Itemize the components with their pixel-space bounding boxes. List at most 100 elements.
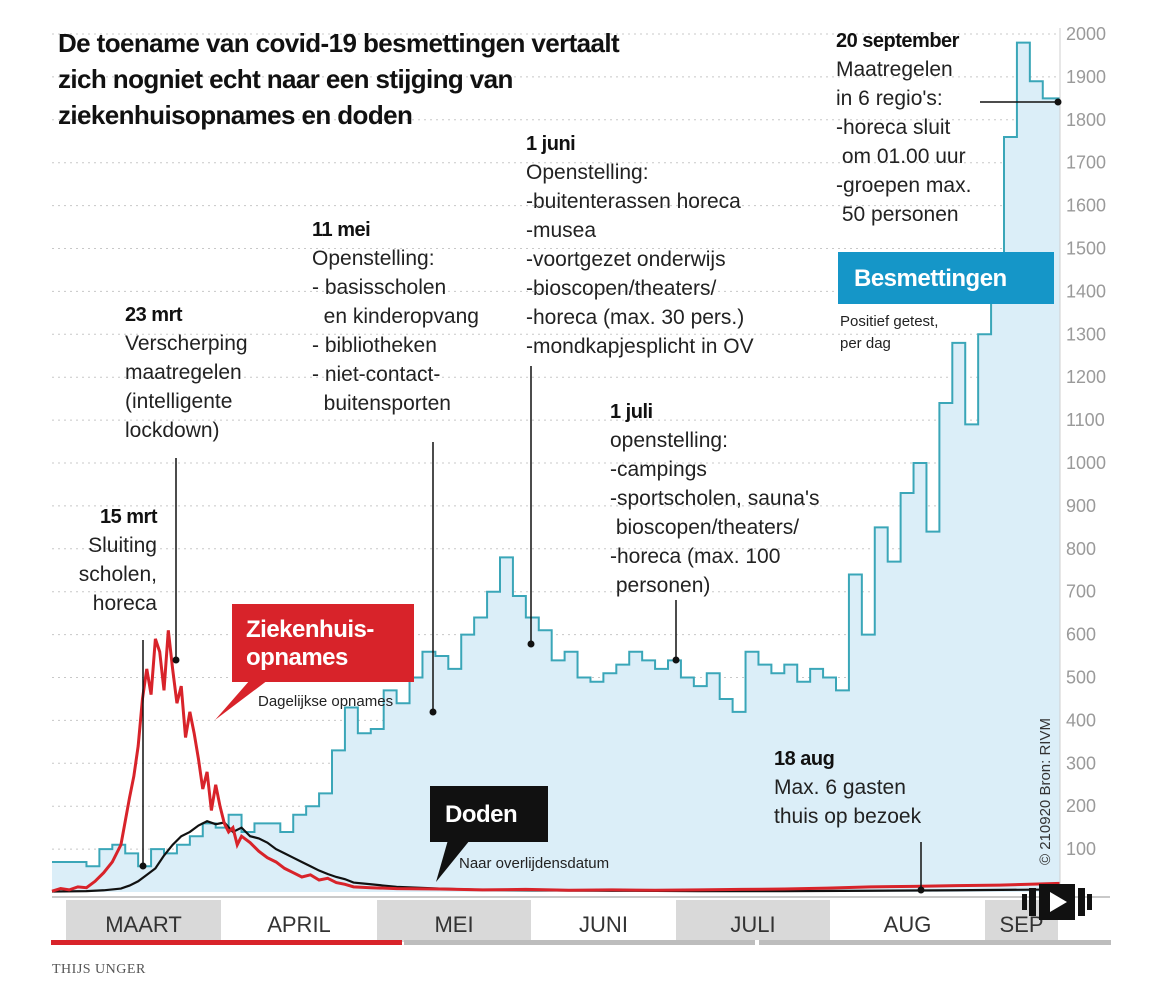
annotation-1juli: 1 juli openstelling: -campings -sportschole… — [610, 401, 819, 664]
leader-dot — [1054, 98, 1062, 106]
ziekenhuis-label: Ziekenhuis- opnames Dagelijkse opnames — [215, 604, 414, 720]
annotation-head: 1 juli — [610, 401, 653, 423]
x-axis-months: MAART APRIL MEI JUNI JULI AUG SEP — [52, 896, 1110, 942]
annotation-line: Verscherping — [125, 332, 248, 355]
y-tick-label: 500 — [1066, 668, 1096, 688]
leader-dot — [527, 640, 535, 648]
annotation-head: 15 mrt — [100, 506, 158, 528]
y-tick-label: 400 — [1066, 710, 1096, 730]
annotation-line: - basisscholen — [312, 276, 446, 299]
annotation-head: 18 aug — [774, 748, 834, 770]
y-tick-label: 1100 — [1066, 410, 1105, 430]
baseline — [52, 896, 1110, 898]
annotation-20sep: 20 september Maatregelen in 6 regio's: -hor… — [836, 30, 1062, 226]
annotation-line: -musea — [526, 219, 596, 242]
month-label: JULI — [730, 912, 775, 937]
y-tick-label: 1400 — [1066, 281, 1106, 301]
annotation-line: om 01.00 uur — [836, 145, 966, 168]
annotation-line: -voortgezet onderwijs — [526, 248, 726, 271]
y-tick-label: 1700 — [1066, 153, 1106, 173]
month-label: MAART — [105, 912, 182, 937]
month-label: SEP — [999, 912, 1043, 937]
annotation-head: 20 september — [836, 30, 960, 52]
annotations: 15 mrt Sluiting scholen, horeca 23 mrt Versch… — [79, 30, 1062, 894]
month-label: AUG — [884, 912, 932, 937]
annotation-line: Maatregelen — [836, 58, 953, 81]
annotation-head: 23 mrt — [125, 304, 183, 326]
annotation-line: Openstelling: — [526, 161, 649, 184]
month-label: MEI — [434, 912, 473, 937]
leader-dot — [672, 656, 680, 664]
play-button[interactable] — [1020, 882, 1094, 922]
annotation-line: horeca — [93, 592, 158, 615]
annotation-11mei: 11 mei Openstelling: - basisscholen en kin… — [312, 219, 479, 716]
author-credit: THIJS UNGER — [52, 962, 146, 977]
ziekenhuis-label-box — [232, 604, 414, 682]
annotation-18aug: 18 aug Max. 6 gasten thuis op bezoek — [774, 748, 925, 894]
timeline-progress — [51, 940, 1111, 945]
annotation-line: -sportscholen, sauna's — [610, 487, 819, 510]
month-band — [676, 900, 830, 942]
y-tick-label: 1300 — [1066, 324, 1106, 344]
annotation-line: -horeca sluit — [836, 116, 951, 139]
leader-dot — [172, 656, 180, 664]
doden-label-text: Doden — [445, 801, 517, 828]
doden-label-pointer — [436, 840, 470, 882]
annotation-1juni: 1 juni Openstelling: -buitenterassen horec… — [526, 133, 754, 648]
besmettingen-label-text: Besmettingen — [854, 265, 1007, 292]
y-tick-label: 2000 — [1066, 24, 1106, 44]
title-line-2: zich nogniet echt naar een stijging van — [58, 64, 513, 94]
annotation-line: thuis op bezoek — [774, 805, 922, 828]
y-tick-label: 100 — [1066, 839, 1096, 859]
y-tick-label: 900 — [1066, 496, 1096, 516]
ziekenhuis-label-pointer — [215, 680, 268, 720]
annotation-line: in 6 regio's: — [836, 87, 943, 110]
annotation-line: -groepen max. — [836, 174, 971, 197]
annotation-line: -horeca (max. 100 — [610, 545, 780, 568]
annotation-head: 11 mei — [312, 219, 370, 241]
annotation-line: -campings — [610, 458, 707, 481]
annotation-line: scholen, — [79, 563, 157, 586]
annotation-head: 1 juni — [526, 133, 575, 155]
title-line-3: ziekenhuisopnames en doden — [58, 100, 412, 130]
y-tick-label: 1000 — [1066, 453, 1106, 473]
play-bar-left-1 — [1022, 894, 1027, 910]
y-tick-label: 1800 — [1066, 110, 1106, 130]
y-tick-label: 1600 — [1066, 196, 1106, 216]
doden-label: Doden Naar overlijdensdatum — [430, 786, 609, 882]
annotation-line: - bibliotheken — [312, 334, 437, 357]
annotation-15mrt: 15 mrt Sluiting scholen, horeca — [79, 506, 158, 870]
play-icon — [1050, 892, 1067, 912]
y-tick-label: 300 — [1066, 753, 1096, 773]
annotation-line: Max. 6 gasten — [774, 776, 906, 799]
annotation-line: Sluiting — [88, 534, 157, 557]
series-layer — [51, 41, 1061, 893]
annotation-line: - niet-contact- — [312, 363, 440, 386]
leader-dot — [917, 886, 925, 894]
y-tick-label: 700 — [1066, 582, 1096, 602]
besmettingen-sub-1: Positief getest, — [840, 313, 938, 330]
y-tick-label: 600 — [1066, 625, 1096, 645]
doden-label-box — [430, 786, 548, 842]
annotation-line: personen) — [610, 574, 710, 597]
annotation-line: -horeca (max. 30 pers.) — [526, 306, 744, 329]
title-line-1: De toename van covid-19 besmettingen ver… — [58, 28, 620, 58]
month-label: JUNI — [579, 912, 628, 937]
y-tick-label: 1200 — [1066, 367, 1106, 387]
ziekenhuis-sub: Dagelijkse opnames — [258, 693, 393, 710]
ziekenhuis-line — [51, 630, 1061, 893]
besmettingen-line — [52, 41, 1060, 868]
y-axis: 100 200 300 400 500 600 700 800 900 1000 1100 1200 1… — [1059, 24, 1106, 892]
leader-dot — [139, 862, 147, 870]
ziekenhuis-label-text-1: Ziekenhuis- — [246, 616, 374, 643]
month-band — [377, 900, 531, 942]
month-label: APRIL — [267, 912, 331, 937]
play-bar-left-2 — [1029, 888, 1036, 916]
besmettingen-label-box — [838, 252, 1054, 304]
annotation-line: 50 personen — [836, 203, 959, 226]
y-tick-label: 200 — [1066, 796, 1096, 816]
play-bar-right-1 — [1078, 888, 1085, 916]
doden-sub: Naar overlijdensdatum — [459, 855, 609, 872]
y-tick-label: 1500 — [1066, 239, 1106, 259]
annotation-line: en kinderopvang — [312, 305, 479, 328]
